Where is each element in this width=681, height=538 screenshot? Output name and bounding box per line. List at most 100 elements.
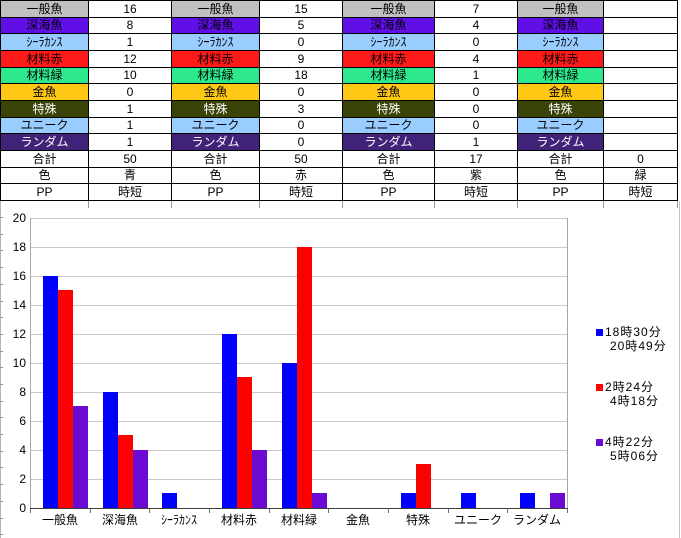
table-label-cell[interactable]: 一般魚	[518, 1, 603, 17]
table-value-cell[interactable]: 15	[260, 1, 342, 17]
table-value-cell[interactable]: 5	[260, 17, 342, 34]
table-label-cell[interactable]: 材料緑	[518, 67, 603, 84]
table-label-cell[interactable]: 金魚	[1, 84, 88, 100]
legend-entry: 18時30分 20時49分	[596, 325, 667, 353]
table-label-cell[interactable]: 材料緑	[1, 67, 88, 84]
bar-series-1	[43, 276, 58, 508]
table-value-cell[interactable]: 10	[89, 67, 171, 84]
y-axis-tick-label: 6	[19, 414, 26, 428]
table-value-cell[interactable]: 1	[89, 101, 171, 117]
table-value-cell[interactable]: 0	[260, 34, 342, 50]
table-label-cell[interactable]: ｼｰﾗｶﾝｽ	[1, 34, 88, 50]
table-label-cell[interactable]: PP	[1, 184, 88, 200]
table-value-cell[interactable]	[604, 134, 677, 150]
table-value-cell[interactable]: 3	[260, 101, 342, 117]
table-value-cell[interactable]: 0	[260, 84, 342, 100]
table-value-cell[interactable]: 17	[435, 151, 517, 167]
table-value-cell[interactable]: 赤	[260, 167, 342, 184]
table-label-cell[interactable]: 金魚	[518, 84, 603, 100]
table-label-cell[interactable]: 合計	[518, 151, 603, 167]
table-label-cell[interactable]: ランダム	[172, 134, 259, 150]
table-label-cell[interactable]: PP	[343, 184, 434, 200]
table-value-cell[interactable]	[604, 17, 677, 34]
table-label-cell[interactable]: 材料赤	[518, 51, 603, 67]
table-label-cell[interactable]: 特殊	[172, 101, 259, 117]
table-label-cell[interactable]: 一般魚	[172, 1, 259, 17]
bar-chart[interactable]: 0 2 4 6 8 10 12 14 16 18 20 一般魚 深海魚 ｼｰﾗｶﾝｽ 材料赤 材料緑 金魚 特殊 ユ…	[0, 201, 681, 538]
table-label-cell[interactable]: 色	[343, 167, 434, 184]
table-value-cell[interactable]	[604, 34, 677, 50]
table-label-cell[interactable]: 深海魚	[343, 17, 434, 34]
table-value-cell[interactable]: 紫	[435, 167, 517, 184]
table-label-cell[interactable]: 材料緑	[172, 67, 259, 84]
table-value-cell[interactable]: 50	[260, 151, 342, 167]
table-label-cell[interactable]: 特殊	[518, 101, 603, 117]
table-value-cell[interactable]: 時短	[89, 184, 171, 200]
table-label-cell[interactable]: 深海魚	[518, 17, 603, 34]
table-value-cell[interactable]	[604, 101, 677, 117]
table-value-cell[interactable]: 1	[89, 134, 171, 150]
table-value-cell[interactable]: 0	[435, 84, 517, 100]
table-label-cell[interactable]: 材料赤	[1, 51, 88, 67]
table-label-cell[interactable]: ランダム	[343, 134, 434, 150]
table-value-cell[interactable]: 0	[435, 117, 517, 134]
table-value-cell[interactable]: 0	[260, 134, 342, 150]
table-label-cell[interactable]: ｼｰﾗｶﾝｽ	[518, 34, 603, 50]
table-value-cell[interactable]: 時短	[435, 184, 517, 200]
table-label-cell[interactable]: 深海魚	[172, 17, 259, 34]
table-label-cell[interactable]: 材料緑	[343, 67, 434, 84]
table-value-cell[interactable]: 緑	[604, 167, 677, 184]
table-value-cell[interactable]: 12	[89, 51, 171, 67]
table-value-cell[interactable]: 青	[89, 167, 171, 184]
table-label-cell[interactable]: ランダム	[1, 134, 88, 150]
table-value-cell[interactable]	[604, 84, 677, 100]
table-value-cell[interactable]: 50	[89, 151, 171, 167]
table-value-cell[interactable]: 7	[435, 1, 517, 17]
table-value-cell[interactable]: 0	[89, 84, 171, 100]
table-value-cell[interactable]: 1	[435, 134, 517, 150]
table-label-cell[interactable]: 合計	[172, 151, 259, 167]
table-label-cell[interactable]: 色	[518, 167, 603, 184]
table-label-cell[interactable]: 特殊	[1, 101, 88, 117]
table-value-cell[interactable]: 1	[89, 117, 171, 134]
table-label-cell[interactable]: ｼｰﾗｶﾝｽ	[343, 34, 434, 50]
table-value-cell[interactable]: 18	[260, 67, 342, 84]
table-value-cell[interactable]: 0	[435, 101, 517, 117]
table-value-cell[interactable]: 1	[89, 34, 171, 50]
table-label-cell[interactable]: 一般魚	[343, 1, 434, 17]
table-value-cell[interactable]	[604, 67, 677, 84]
table-label-cell[interactable]: PP	[172, 184, 259, 200]
table-label-cell[interactable]: ランダム	[518, 134, 603, 150]
table-label-cell[interactable]: 金魚	[172, 84, 259, 100]
table-value-cell[interactable]: 4	[435, 17, 517, 34]
table-label-cell[interactable]: 色	[172, 167, 259, 184]
table-value-cell[interactable]: 0	[435, 34, 517, 50]
table-label-cell[interactable]: ｼｰﾗｶﾝｽ	[172, 34, 259, 50]
table-value-cell[interactable]: 1	[435, 67, 517, 84]
table-value-cell[interactable]: 0	[604, 151, 677, 167]
table-value-cell[interactable]: 時短	[604, 184, 677, 200]
table-label-cell[interactable]: 深海魚	[1, 17, 88, 34]
table-label-cell[interactable]: ユニーク	[518, 117, 603, 134]
table-value-cell[interactable]: 16	[89, 1, 171, 17]
table-label-cell[interactable]: 特殊	[343, 101, 434, 117]
table-label-cell[interactable]: 一般魚	[1, 1, 88, 17]
table-label-cell[interactable]: ユニーク	[172, 117, 259, 134]
table-label-cell[interactable]: 合計	[1, 151, 88, 167]
table-value-cell[interactable]: 0	[260, 117, 342, 134]
table-label-cell[interactable]: 金魚	[343, 84, 434, 100]
table-value-cell[interactable]	[604, 117, 677, 134]
table-label-cell[interactable]: PP	[518, 184, 603, 200]
table-label-cell[interactable]: ユニーク	[343, 117, 434, 134]
table-label-cell[interactable]: ユニーク	[1, 117, 88, 134]
table-value-cell[interactable]: 時短	[260, 184, 342, 200]
table-value-cell[interactable]: 8	[89, 17, 171, 34]
table-value-cell[interactable]	[604, 1, 677, 17]
table-value-cell[interactable]: 9	[260, 51, 342, 67]
table-label-cell[interactable]: 色	[1, 167, 88, 184]
table-label-cell[interactable]: 材料赤	[343, 51, 434, 67]
table-label-cell[interactable]: 材料赤	[172, 51, 259, 67]
table-label-cell[interactable]: 合計	[343, 151, 434, 167]
table-value-cell[interactable]: 4	[435, 51, 517, 67]
table-value-cell[interactable]	[604, 51, 677, 67]
